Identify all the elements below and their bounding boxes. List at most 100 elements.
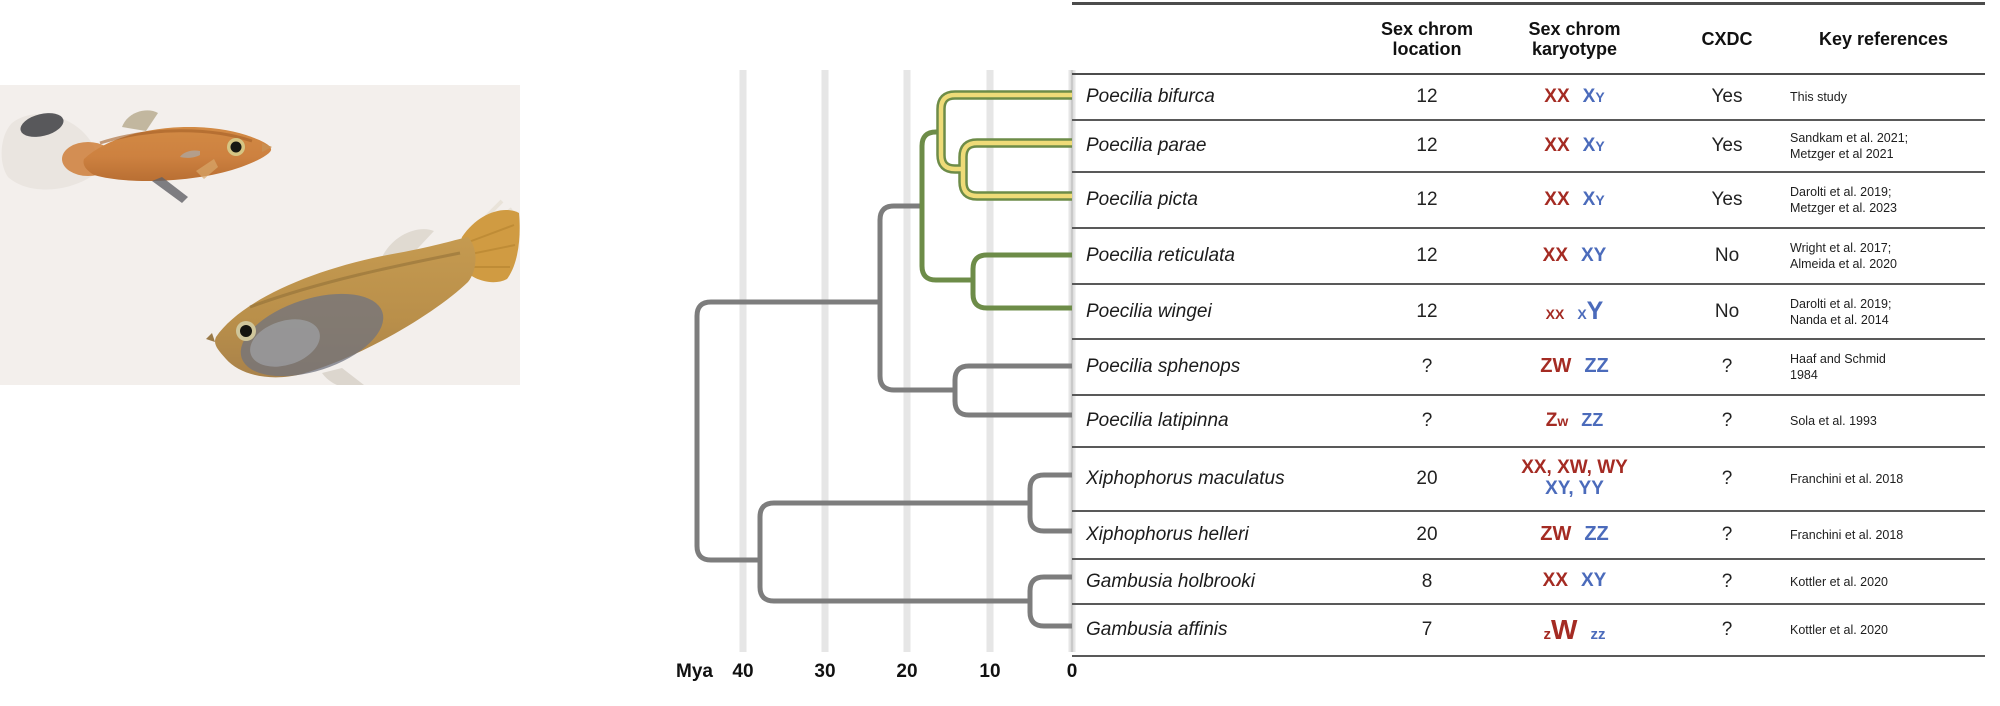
cxdc-value: ? — [1721, 619, 1733, 640]
karyotype-female: XX — [1544, 188, 1570, 210]
branches-reticulata-clade — [919, 129, 1072, 311]
karyotype-female: XX — [1542, 244, 1568, 266]
table-row: Poecilia wingei 12 XX XY No Darolti et al. 20… — [1072, 285, 1985, 340]
cxdc-value: Yes — [1711, 86, 1743, 107]
species-name: Gambusia holbrooki — [1086, 570, 1255, 592]
table-body: Poecilia bifurca 12 XX XY Yes This study Poeci… — [1072, 75, 1985, 657]
karyotype-male: ZZ — [1584, 355, 1609, 378]
table-row: Poecilia parae 12 XX XY Yes Sandkam et al. 20… — [1072, 121, 1985, 173]
species-name: Gambusia affinis — [1086, 619, 1228, 640]
key-reference: Franchini et al. 2018 — [1790, 528, 1904, 542]
karyotype-male: XY — [1582, 85, 1605, 107]
karyotype-female: XX — [1544, 134, 1570, 156]
karyotype-female: XX — [1542, 570, 1568, 592]
axis-tick: 10 — [979, 661, 1001, 682]
cxdc-value: ? — [1721, 570, 1733, 592]
table-row: Xiphophorus helleri 20 ZW ZZ? Franchini et a… — [1072, 512, 1985, 560]
species-name: Poecilia reticulata — [1086, 245, 1235, 266]
table-row: Xiphophorus maculatus 20 XX, XW, WY XY, YY?… — [1072, 448, 1985, 512]
sex-chrom-karyotype: XX XY — [1477, 298, 1672, 325]
table-header-row: Sex chrom location Sex chrom karyotype C… — [1072, 5, 1985, 75]
key-reference: Wright et al. 2017; Almeida et al. 2020 — [1790, 241, 1898, 271]
specimen-photo — [0, 85, 520, 389]
species-name: Xiphophorus helleri — [1086, 524, 1249, 545]
karyotype-female: ZW — [1540, 523, 1572, 546]
axis-unit-label: Mya — [676, 661, 713, 682]
cxdc-value: ? — [1721, 410, 1733, 431]
species-table: Sex chrom location Sex chrom karyotype C… — [1072, 2, 1985, 657]
header-key-references: Key references — [1818, 28, 1949, 49]
cxdc-value: ? — [1721, 356, 1733, 377]
sex-chrom-location: 20 — [1416, 524, 1438, 545]
karyotype-male: ZZ — [1581, 409, 1604, 430]
fish-illustration — [1, 110, 520, 389]
karyotype-female: XX, XW, WY — [1521, 457, 1628, 479]
species-name: Poecilia sphenops — [1086, 356, 1241, 377]
sex-chrom-location: 8 — [1421, 570, 1433, 592]
karyotype-male: ZZ — [1584, 523, 1609, 546]
cxdc-value: Yes — [1711, 189, 1743, 210]
table-row: Poecilia bifurca 12 XX XY Yes This study — [1072, 75, 1985, 121]
sex-chrom-location: 12 — [1416, 245, 1438, 266]
sex-chrom-karyotype: Zw ZZ — [1477, 409, 1672, 432]
key-reference: Darolti et al. 2019; Nanda et al. 2014 — [1790, 296, 1892, 327]
species-name: Xiphophorus maculatus — [1086, 468, 1285, 489]
table-row: Gambusia affinis 7 zW zz? Kottler et al. 202… — [1072, 605, 1985, 657]
cxdc-value: Yes — [1711, 135, 1743, 156]
cxdc-value: ? — [1721, 524, 1733, 545]
key-reference: Kottler et al. 2020 — [1790, 574, 1888, 589]
key-reference: Haaf and Schmid 1984 — [1790, 352, 1886, 382]
fish-female — [206, 199, 520, 389]
sex-chrom-karyotype: XX XY — [1477, 188, 1672, 211]
sex-chrom-karyotype: XX, XW, WY XY, YY — [1477, 458, 1672, 499]
sex-chrom-karyotype: ZW ZZ — [1477, 355, 1672, 378]
header-sex-chrom-karyotype: Sex chrom karyotype — [1528, 18, 1621, 59]
cxdc-value: No — [1714, 300, 1740, 322]
table-row: Poecilia sphenops? ZW ZZ? Haaf and Schmid 19… — [1072, 340, 1985, 396]
key-reference: Sandkam et al. 2021; Metzger et al 2021 — [1790, 131, 1909, 161]
branches-outgroup — [694, 203, 1072, 629]
karyotype-male: XY, YY — [1545, 478, 1604, 499]
table-row: Gambusia holbrooki 8 XX XY? Kottler et al. 2… — [1072, 560, 1985, 605]
sex-chrom-karyotype: XX XY — [1477, 244, 1672, 267]
table-row: Poecilia latipinna? Zw ZZ? Sola et al. 1993 — [1072, 396, 1985, 448]
karyotype-female: Zw — [1545, 409, 1569, 431]
time-gridlines — [739, 70, 1076, 652]
species-name: Poecilia latipinna — [1086, 410, 1229, 431]
branches-picta-clade — [936, 90, 1072, 201]
table-row: Poecilia picta 12 XX XY Yes Darolti et al. 20… — [1072, 173, 1985, 229]
sex-chrom-location: 12 — [1416, 189, 1438, 210]
key-reference: Sola et al. 1993 — [1790, 414, 1877, 428]
species-name: Poecilia parae — [1086, 135, 1207, 156]
header-cxdc: CXDC — [1701, 28, 1753, 49]
karyotype-male: XY — [1581, 244, 1607, 266]
cxdc-value: No — [1714, 245, 1740, 266]
sex-chrom-location: ? — [1421, 410, 1433, 431]
sex-chrom-karyotype: zW zz — [1477, 614, 1672, 645]
key-reference: This study — [1790, 90, 1847, 104]
species-name: Poecilia picta — [1086, 189, 1198, 210]
key-reference: Franchini et al. 2018 — [1790, 472, 1904, 486]
fish-male — [1, 110, 272, 203]
sex-chrom-location: 12 — [1416, 86, 1438, 107]
cxdc-value: ? — [1721, 468, 1733, 489]
karyotype-male: XY — [1577, 297, 1604, 325]
sex-chrom-karyotype: XX XY — [1477, 134, 1672, 157]
header-sex-chrom-location: Sex chrom location — [1380, 18, 1474, 59]
table-row: Poecilia reticulata 12 XX XY No Wright et al.… — [1072, 229, 1985, 285]
axis-tick: 30 — [814, 661, 836, 682]
sex-chrom-location: 12 — [1416, 300, 1438, 322]
karyotype-female: ZW — [1540, 355, 1572, 378]
sex-chrom-karyotype: XX XY — [1477, 85, 1672, 108]
sex-chrom-karyotype: XX XY — [1477, 570, 1672, 592]
karyotype-female: XX — [1545, 306, 1565, 322]
species-name: Poecilia wingei — [1086, 300, 1212, 322]
sex-chrom-location: 20 — [1416, 468, 1438, 489]
karyotype-male: XY — [1581, 570, 1607, 592]
sex-chrom-location: 12 — [1416, 135, 1438, 156]
axis-tick: 40 — [732, 661, 754, 682]
key-reference: Kottler et al. 2020 — [1790, 623, 1888, 637]
karyotype-male: zz — [1590, 625, 1606, 643]
